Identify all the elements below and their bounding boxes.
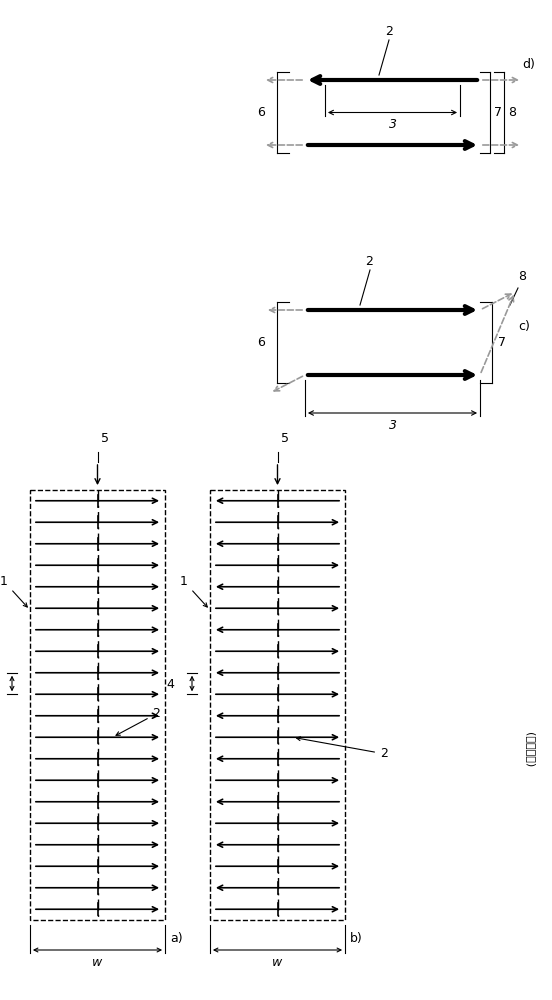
Text: 7: 7 xyxy=(494,106,502,119)
Text: 5: 5 xyxy=(280,432,289,445)
Text: 2: 2 xyxy=(385,25,393,38)
Text: 4: 4 xyxy=(166,678,174,690)
Text: d): d) xyxy=(522,58,535,71)
Bar xyxy=(210,490,345,920)
Text: 2: 2 xyxy=(296,737,388,760)
Text: 1: 1 xyxy=(0,575,27,607)
Text: c): c) xyxy=(518,320,530,333)
Text: w: w xyxy=(272,956,283,969)
Text: a): a) xyxy=(170,932,183,945)
Text: 6: 6 xyxy=(257,336,265,350)
Text: b): b) xyxy=(350,932,363,945)
Text: 2: 2 xyxy=(116,707,161,735)
Text: 1: 1 xyxy=(180,575,208,607)
Text: 2: 2 xyxy=(365,255,373,268)
Text: 7: 7 xyxy=(498,336,506,350)
Text: 8: 8 xyxy=(518,270,526,283)
Text: w: w xyxy=(92,956,103,969)
Bar xyxy=(30,490,165,920)
Text: 3: 3 xyxy=(389,118,396,131)
Text: 8: 8 xyxy=(508,106,516,119)
Text: 5: 5 xyxy=(100,432,109,445)
Text: (现有技术): (现有技术) xyxy=(525,732,535,768)
Text: 3: 3 xyxy=(389,419,396,432)
Text: 6: 6 xyxy=(257,106,265,119)
